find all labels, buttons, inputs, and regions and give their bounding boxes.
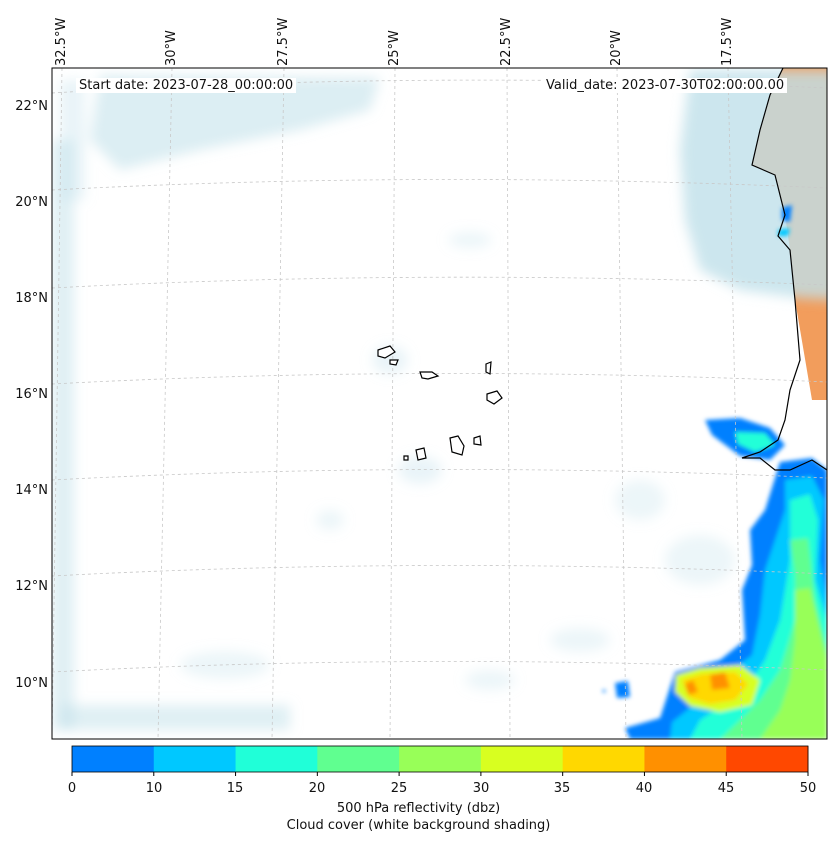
colorbar-tick: 0 <box>67 781 77 796</box>
colorbar-bin <box>235 746 318 772</box>
colorbar-bin <box>726 746 809 772</box>
colorbar <box>71 745 809 776</box>
lon-label: 17.5°W <box>720 17 735 66</box>
colorbar-bin <box>562 746 645 772</box>
colorbar-bin <box>317 746 400 772</box>
colorbar-bin <box>72 746 155 772</box>
lat-label: 12°N <box>15 579 48 594</box>
lat-label: 10°N <box>15 676 48 691</box>
colorbar-tick: 20 <box>308 781 326 796</box>
lat-label: 22°N <box>15 99 48 114</box>
lat-label: 16°N <box>15 387 48 402</box>
map-frame <box>51 67 828 740</box>
cloud-cover <box>52 70 827 730</box>
valid-date-label: Valid_date: 2023-07-30T02:00:00.00 <box>543 78 788 93</box>
colorbar-tick: 35 <box>553 781 571 796</box>
lon-label: 25°W <box>387 30 402 66</box>
coastline <box>741 68 827 471</box>
colorbar-tick: 30 <box>472 781 490 796</box>
lat-label: 18°N <box>15 291 48 306</box>
colorbar-tick: 50 <box>799 781 817 796</box>
colorbar-title: 500 hPa reflectivity (dbz) <box>336 801 501 816</box>
lon-label: 30°W <box>164 30 179 66</box>
lat-label: 14°N <box>15 483 48 498</box>
colorbar-tick: 25 <box>390 781 408 796</box>
colorbar-tick: 15 <box>226 781 244 796</box>
lon-label: 27.5°W <box>276 17 291 66</box>
colorbar-frame <box>71 745 809 773</box>
start-date-label: Start date: 2023-07-28_00:00:00 <box>76 78 297 93</box>
cape-verde-islands <box>377 345 503 461</box>
colorbar-tick: 40 <box>635 781 653 796</box>
lat-label: 20°N <box>15 195 48 210</box>
colorbar-bin <box>399 746 482 772</box>
map-area <box>52 68 827 739</box>
colorbar-tick: 10 <box>145 781 163 796</box>
lon-label: 22.5°W <box>499 17 514 66</box>
colorbar-bin <box>480 746 564 772</box>
colorbar-tick: 45 <box>717 781 735 796</box>
colorbar-bin <box>153 746 237 772</box>
gridlines <box>52 68 827 739</box>
lon-label: 20°W <box>609 30 624 66</box>
colorbar-subtitle: Cloud cover (white background shading) <box>286 818 551 833</box>
reflectivity-field <box>602 205 827 739</box>
colorbar-bin <box>644 746 727 772</box>
lon-label: 32.5°W <box>54 17 69 66</box>
